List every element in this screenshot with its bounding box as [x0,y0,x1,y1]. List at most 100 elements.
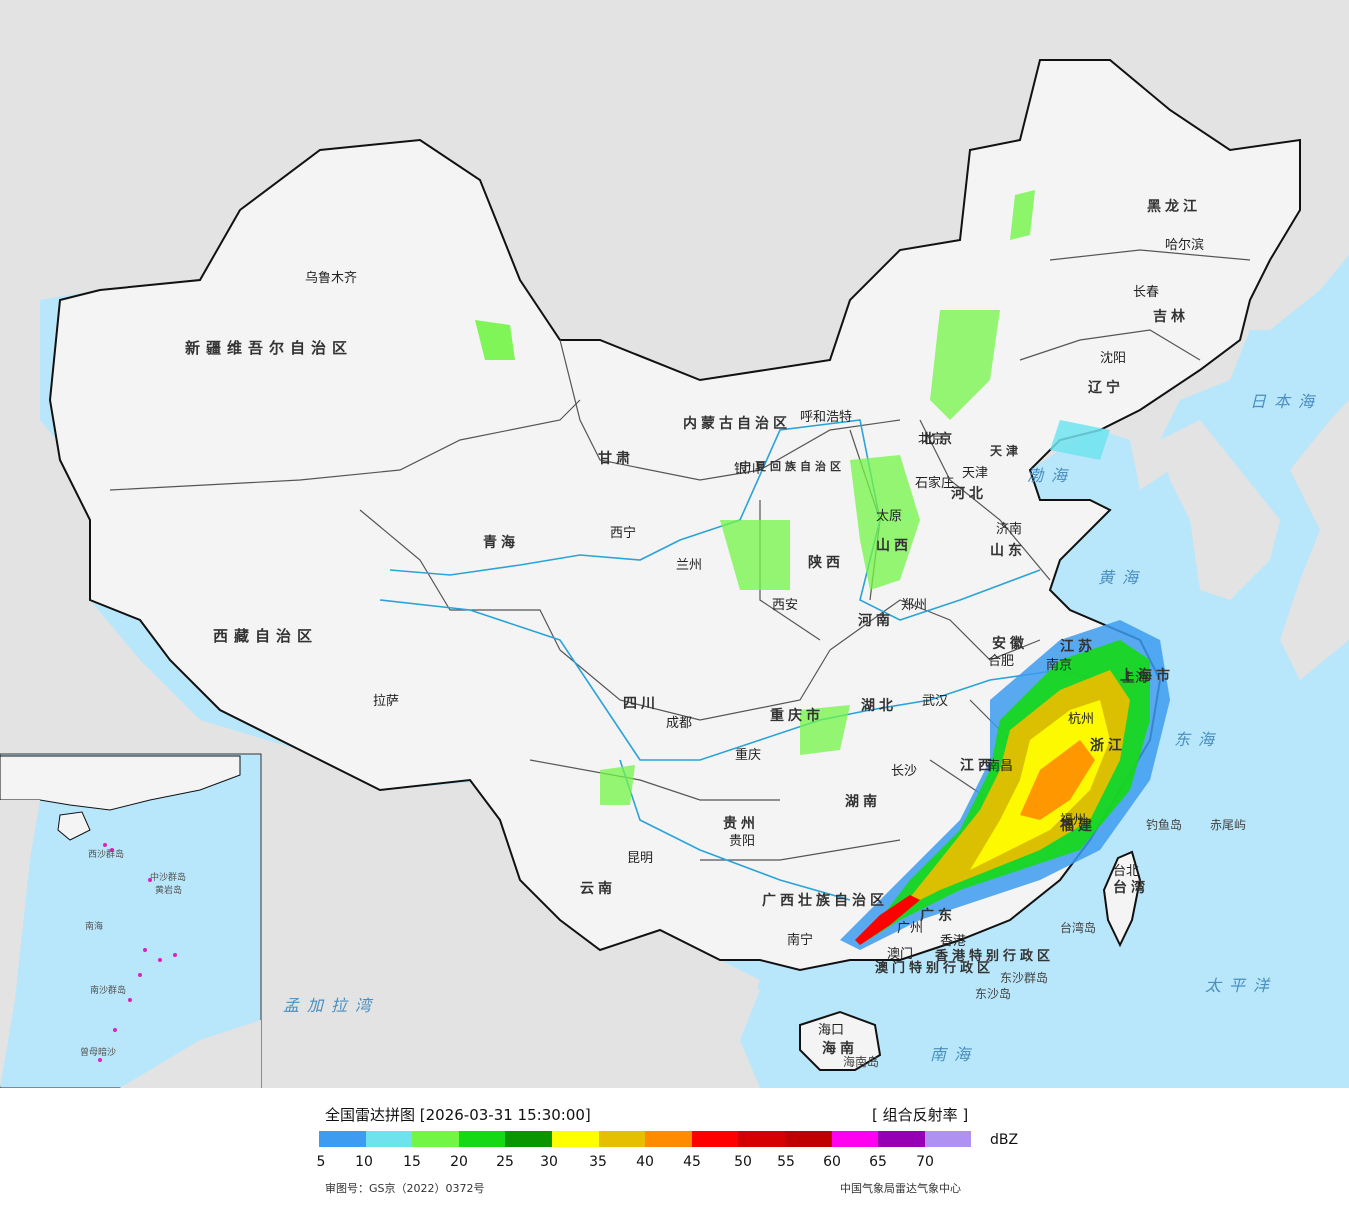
city-label: 石家庄 [915,475,954,491]
city-label: 澳门 [887,946,913,962]
city-label: 南昌 [987,758,1013,774]
region-label: 广西壮族自治区 [762,892,888,909]
korea-peninsula [1160,420,1280,600]
region-label: 安徽 [992,635,1028,652]
japan [1280,400,1349,680]
region-label: 陕西 [808,554,844,571]
city-label: 上海 [1122,671,1148,686]
city-label: 广州 [897,921,923,936]
sea-label: 黄海 [1098,568,1146,587]
hainan-island [799,1010,882,1071]
scale-tick: 35 [589,1154,607,1170]
city-label: 西安 [772,598,798,613]
city-label: 香港 [940,934,966,949]
city-label: 成都 [666,716,692,731]
inset-label: 中沙群岛 [150,871,186,883]
region-label: 福建 [1059,817,1096,834]
region-label: 上海市 [1120,667,1174,684]
inset-islands [98,843,177,1062]
legend-product: [ 组合反射率 ] [872,1106,969,1124]
scale-tick: 5 [316,1154,326,1170]
scale-tick: 50 [734,1154,752,1170]
region-label: 青海 [483,534,519,551]
scale-swatch [365,1131,413,1147]
scale-swatch [412,1131,459,1147]
scale-swatch [924,1131,972,1147]
region-label: 四川 [623,696,659,712]
city-label: 郑州 [901,598,927,613]
approval-number: 审图号：GS京（2022）0372号 [325,1182,485,1195]
island-label: 海南岛 [843,1054,879,1069]
island-label: 赤尾屿 [1210,818,1246,832]
city-label: 太原 [876,509,902,524]
city-label: 武汉 [922,694,948,709]
city-label: 南宁 [787,932,813,948]
city-label: 重庆 [735,747,761,763]
inset-hainan [57,811,91,841]
sea-label: 孟加拉湾 [283,996,379,1015]
region-label: 内蒙古自治区 [683,415,791,432]
island-label: 东沙岛 [975,986,1011,1001]
region-label: 山东 [990,542,1026,559]
region-label: 湖南 [845,793,881,810]
radar-echoes [475,190,1170,950]
scale-tick: 30 [540,1154,558,1170]
sea-label: 渤海 [1027,466,1075,485]
region-label: 浙江 [1090,737,1126,754]
scale-swatch [598,1131,646,1147]
legend-panel: 全国雷达拼图 [2026-03-31 15:30:00] [ 组合反射率 ] d… [0,1088,1349,1208]
city-label: 拉萨 [373,694,399,709]
city-label: 兰州 [676,558,702,573]
region-label: 江西 [960,757,996,774]
city-label: 福州 [1060,813,1086,828]
region-label: 云南 [580,880,616,897]
inset-label: 曾母暗沙 [80,1046,116,1058]
scale-tick: 15 [403,1154,421,1170]
sea-label: 太平洋 [1205,976,1277,995]
city-label: 南京 [1046,657,1072,673]
region-label: 天津 [990,443,1022,458]
city-label: 天津 [962,466,988,481]
inset-label: 西沙群岛 [88,848,124,860]
inset-label: 黄岩岛 [155,884,182,896]
scale-swatch [645,1131,692,1147]
region-label: 河北 [951,485,987,502]
scale-swatch [505,1131,552,1147]
city-label: 乌鲁木齐 [305,270,357,286]
region-label: 西藏自治区 [213,627,318,645]
legend-title: 全国雷达拼图 [2026-03-31 15:30:00] [325,1106,591,1124]
scale-tick: 55 [777,1154,795,1170]
city-label: 合肥 [988,654,1014,669]
scale-swatch [831,1131,879,1147]
sea-label: 南海 [930,1045,978,1064]
region-label: 黑龙江 [1147,198,1201,215]
region-label: 海南 [822,1040,858,1057]
city-label: 哈尔滨 [1165,237,1204,253]
region-label: 湖北 [861,698,897,714]
scale-tick: 20 [450,1154,468,1170]
city-label: 昆明 [627,851,653,866]
city-label: 北京 [918,432,944,447]
region-label: 北京 [922,431,956,447]
color-scale [319,1131,972,1147]
city-label: 杭州 [1068,712,1094,727]
scale-swatch [691,1131,739,1147]
city-label: 银川 [734,462,760,477]
region-label: 宁夏回族自治区 [740,459,845,473]
region-label: 吉林 [1153,308,1189,325]
scale-swatch [551,1131,599,1147]
scale-tick: 40 [636,1154,654,1170]
region-label: 台湾 [1113,879,1149,896]
city-label: 贵阳 [729,834,755,849]
city-label: 西宁 [610,525,636,541]
inset-frame [0,753,262,1088]
region-label: 甘肃 [598,450,634,467]
region-label: 重庆市 [770,707,824,724]
island-label: 台湾岛 [1060,920,1096,935]
island-label: 东沙群岛 [1000,970,1048,985]
region-label: 山西 [876,538,912,554]
scale-swatch [738,1131,785,1147]
region-label: 河南 [858,612,894,629]
inset-label: 南海 [85,920,103,932]
